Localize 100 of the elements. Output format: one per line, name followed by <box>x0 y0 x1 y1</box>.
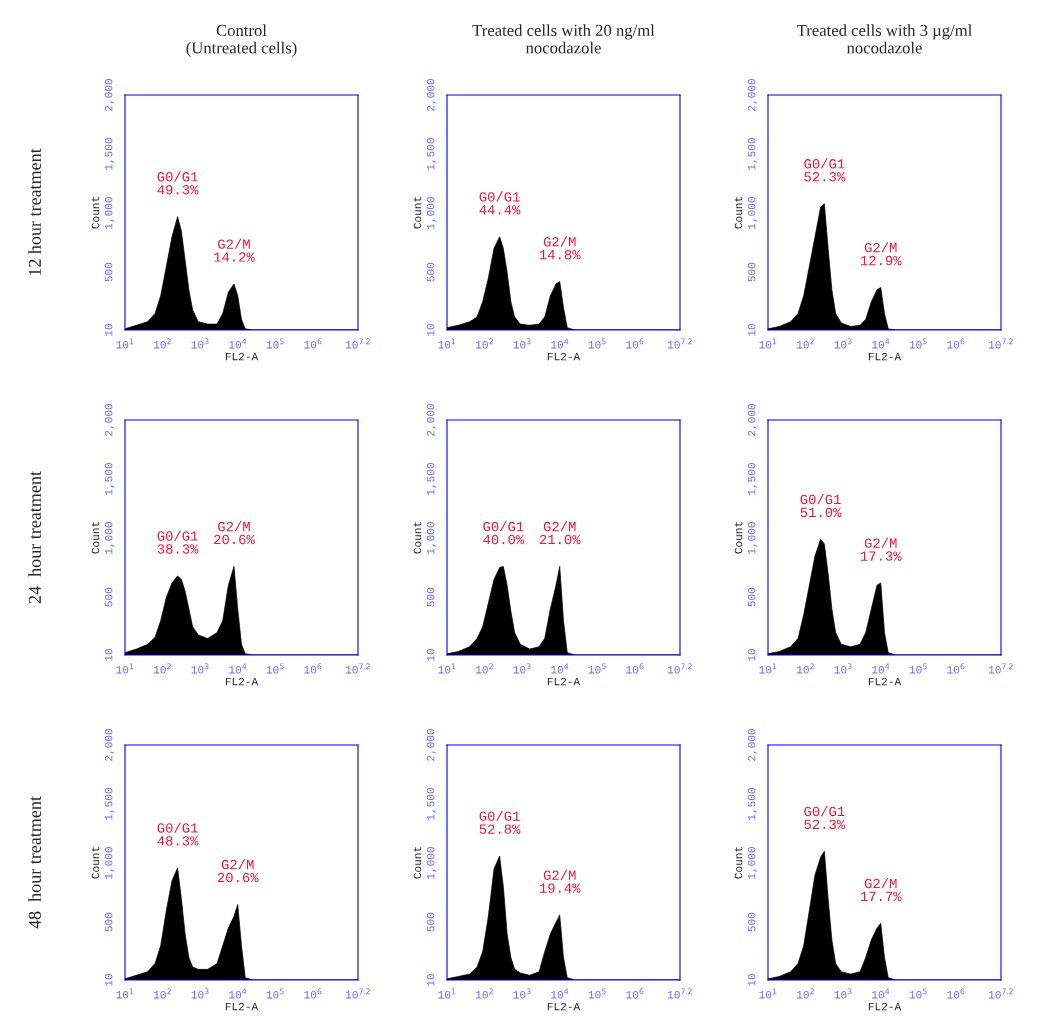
x-tick-label: 10$^{5}$ <box>588 338 606 349</box>
x-tick-label: 10$^{6}$ <box>626 988 644 999</box>
chart-title: Control (Untreated cells) <box>186 24 297 57</box>
x-tick-label: 10$^{2}$ <box>154 663 171 674</box>
x-tick-label: 10$^{5}$ <box>909 338 927 349</box>
y-axis-title: Count <box>734 196 743 229</box>
x-tick-label: 10$^{6}$ <box>304 338 322 349</box>
y-tick-label: 10 <box>426 974 435 986</box>
x-tick-label: 10$^{1}$ <box>438 988 456 999</box>
x-tick-label: 10$^{3}$ <box>834 338 852 349</box>
y-tick-label: 10 <box>104 974 113 986</box>
y-tick-label: 2,000 <box>104 404 115 436</box>
x-tick-label: 10$^{4}$ <box>551 338 569 349</box>
x-tick-label: 10$^{3}$ <box>191 338 209 349</box>
y-tick-label: 10 <box>426 324 435 336</box>
x-tick-label: 10$^{5}$ <box>266 663 284 674</box>
y-tick-label: 10 <box>426 649 435 661</box>
y-axis-title: Count <box>413 846 422 879</box>
annotation: G2/M 14.8% <box>539 236 581 260</box>
y-tick-label: 1,500 <box>104 463 115 495</box>
x-tick-label: 10$^{6}$ <box>947 663 965 674</box>
x-tick-label: 10$^{4}$ <box>872 338 890 349</box>
x-axis-title: FL2-A <box>225 352 259 361</box>
y-tick-label: 10 <box>104 324 113 336</box>
x-tick-label: 10$^{4}$ <box>229 988 247 999</box>
annotation: G0/G1 51.0% <box>800 493 842 518</box>
y-tick-label: 500 <box>104 912 113 932</box>
annotation: G0/G1 44.4% <box>479 191 521 215</box>
x-axis-title: FL2-A <box>225 1002 259 1011</box>
y-tick-label: 2,000 <box>747 729 758 761</box>
x-tick-label: 10$^{1}$ <box>116 988 134 999</box>
y-tick-label: 1,500 <box>747 138 758 170</box>
annotation: G0/G1 40.0% <box>483 521 525 545</box>
y-tick-label: 1,000 <box>747 847 758 879</box>
x-tick-label: 10$^{6}$ <box>304 663 322 674</box>
x-axis-title: FL2-A <box>547 677 581 686</box>
x-tick-label: 10$^{4}$ <box>229 663 247 674</box>
y-tick-label: 10 <box>104 649 113 661</box>
x-tick-label: 10$^{7.2}$ <box>667 663 692 674</box>
x-tick-label: 10$^{6}$ <box>947 988 965 999</box>
annotation: G0/G1 52.3% <box>804 158 846 182</box>
annotation: G0/G1 52.3% <box>804 805 846 830</box>
x-tick-label: 10$^{7.2}$ <box>988 338 1013 349</box>
x-tick-label: 10$^{4}$ <box>872 663 890 674</box>
y-tick-label: 2,000 <box>426 404 437 436</box>
annotation: G0/G1 49.3% <box>157 171 199 195</box>
x-tick-label: 10$^{5}$ <box>588 988 606 999</box>
x-tick-label: 10$^{6}$ <box>304 988 322 999</box>
x-tick-label: 10$^{2}$ <box>154 338 171 349</box>
x-tick-label: 10$^{3}$ <box>834 663 852 674</box>
x-tick-label: 10$^{2}$ <box>154 988 171 999</box>
y-tick-label: 10 <box>747 324 756 336</box>
x-tick-label: 10$^{1}$ <box>759 988 777 999</box>
x-tick-label: 10$^{7.2}$ <box>988 663 1013 674</box>
x-tick-label: 10$^{2}$ <box>476 338 493 349</box>
x-axis-title: FL2-A <box>547 352 581 361</box>
y-tick-label: 500 <box>747 587 756 607</box>
chart-title: Treated cells with 20 ng/ml nocodazole <box>472 24 655 54</box>
annotation: G2/M 14.2% <box>214 238 255 262</box>
y-tick-label: 2,000 <box>104 79 115 111</box>
annotation: G0/G1 38.3% <box>157 530 199 554</box>
x-tick-label: 10$^{3}$ <box>513 988 531 999</box>
y-tick-label: 500 <box>747 912 756 932</box>
y-tick-label: 1,500 <box>426 788 437 820</box>
x-tick-label: 10$^{6}$ <box>626 663 644 674</box>
x-tick-label: 10$^{5}$ <box>909 663 927 674</box>
y-tick-label: 1,500 <box>747 463 758 495</box>
x-axis-title: FL2-A <box>225 677 259 686</box>
x-tick-label: 10$^{7.2}$ <box>345 988 370 999</box>
x-tick-label: 10$^{7.2}$ <box>345 338 370 349</box>
y-tick-label: 10 <box>747 649 756 661</box>
y-tick-label: 500 <box>426 912 435 932</box>
y-tick-label: 1,000 <box>104 197 115 229</box>
x-tick-label: 10$^{3}$ <box>834 988 852 999</box>
y-axis-title: Count <box>91 846 100 879</box>
y-tick-label: 1,000 <box>426 522 437 554</box>
y-tick-label: 500 <box>426 587 435 607</box>
x-tick-label: 10$^{2}$ <box>797 988 814 999</box>
x-tick-label: 10$^{1}$ <box>438 338 456 349</box>
x-tick-label: 10$^{7.2}$ <box>988 988 1013 999</box>
y-axis-title: Count <box>91 521 100 554</box>
y-tick-label: 500 <box>747 262 756 282</box>
y-tick-label: 2,000 <box>426 79 437 111</box>
y-tick-label: 1,500 <box>426 138 437 170</box>
x-axis-title: FL2-A <box>868 677 902 686</box>
x-tick-label: 10$^{3}$ <box>191 988 209 999</box>
y-tick-label: 1,000 <box>426 197 437 229</box>
x-tick-label: 10$^{4}$ <box>872 988 890 999</box>
y-tick-label: 2,000 <box>104 729 115 761</box>
y-axis-title: Count <box>413 196 422 229</box>
x-axis-title: FL2-A <box>868 352 902 361</box>
x-tick-label: 10$^{1}$ <box>116 338 134 349</box>
y-axis-title: Count <box>91 196 100 229</box>
x-tick-label: 10$^{5}$ <box>266 338 284 349</box>
y-tick-label: 500 <box>426 262 435 282</box>
y-tick-label: 10 <box>747 974 756 986</box>
y-tick-label: 2,000 <box>426 729 437 761</box>
annotation: G0/G1 48.3% <box>157 822 199 846</box>
annotation: G0/G1 52.8% <box>479 810 521 834</box>
annotation: G2/M 17.3% <box>860 537 902 561</box>
